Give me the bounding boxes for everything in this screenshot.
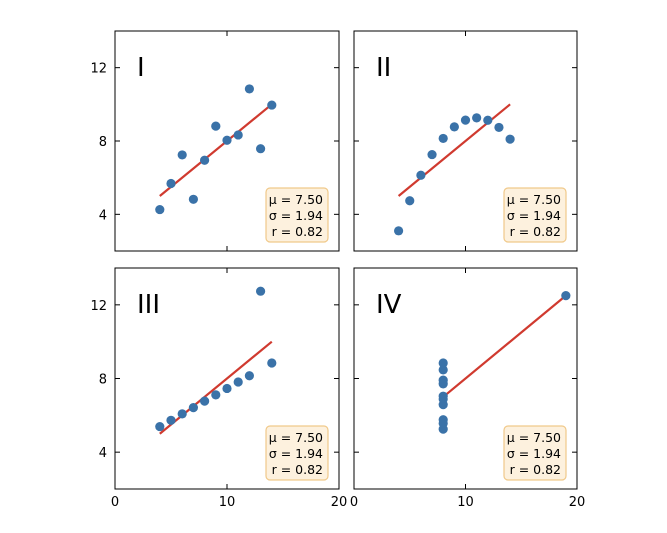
data-point: [483, 115, 493, 125]
data-point: [561, 291, 571, 301]
stats-mean: μ = 7.50: [269, 430, 323, 445]
data-point: [211, 121, 221, 131]
data-point: [438, 418, 448, 429]
data-point: [394, 226, 404, 236]
panel-label: IV: [376, 290, 402, 320]
stats-correlation: r = 0.82: [510, 224, 561, 239]
data-point: [166, 178, 176, 189]
data-point: [438, 365, 448, 375]
data-point: [200, 155, 210, 165]
stats-mean: μ = 7.50: [507, 192, 561, 207]
panel-label: I: [137, 53, 145, 83]
data-point: [222, 135, 232, 145]
x-tick-label: 10: [457, 495, 474, 510]
data-point: [177, 409, 187, 419]
stats-box: μ = 7.50σ = 1.94r = 0.82: [503, 425, 567, 481]
data-point: [494, 122, 504, 133]
data-point: [267, 358, 277, 368]
data-point: [244, 371, 254, 381]
panel-label: III: [137, 290, 160, 320]
x-tick-label: 0: [111, 495, 119, 510]
data-point: [188, 194, 198, 204]
data-point: [256, 144, 266, 154]
stats-box-background: [503, 187, 567, 243]
data-point: [233, 130, 243, 140]
panel-iii: 4 8 12 0 10 20 III μ = 7.50σ = 1.94r = 0.82: [90, 267, 348, 510]
data-point: [267, 100, 277, 110]
x-tick-label: 0: [350, 495, 358, 510]
fit-line: [159, 103, 273, 197]
data-point: [222, 383, 232, 394]
data-point: [155, 421, 165, 432]
data-point: [505, 134, 515, 144]
stats-box-background: [503, 425, 567, 481]
stats-correlation: r = 0.82: [510, 462, 561, 477]
x-tick-label: 20: [331, 495, 348, 510]
fit-line: [442, 294, 567, 398]
y-tick-label: 12: [90, 299, 107, 314]
data-point: [449, 122, 459, 132]
panel-iv: 0 10 20 IV μ = 7.50σ = 1.94r = 0.82: [350, 267, 586, 510]
panel-ii: II μ = 7.50σ = 1.94r = 0.82: [353, 30, 578, 252]
stats-mean: μ = 7.50: [507, 430, 561, 445]
stats-box-background: [265, 425, 329, 481]
data-point: [188, 402, 198, 413]
stats-mean: μ = 7.50: [269, 192, 323, 207]
data-point: [233, 377, 243, 387]
stats-std: σ = 1.94: [269, 446, 323, 461]
stats-std: σ = 1.94: [507, 208, 561, 223]
stats-box: μ = 7.50σ = 1.94r = 0.82: [265, 425, 329, 481]
stats-box: μ = 7.50σ = 1.94r = 0.82: [265, 187, 329, 243]
fit-line: [397, 103, 511, 197]
data-point: [438, 133, 448, 144]
stats-box: μ = 7.50σ = 1.94r = 0.82: [503, 187, 567, 243]
stats-std: σ = 1.94: [507, 446, 561, 461]
data-point: [211, 390, 221, 400]
data-point: [155, 204, 165, 215]
fit-line: [159, 340, 273, 435]
y-tick-label: 4: [99, 208, 107, 223]
x-tick-label: 10: [219, 495, 236, 510]
stats-box-background: [265, 187, 329, 243]
data-point: [177, 150, 187, 160]
y-tick-label: 8: [99, 373, 107, 388]
data-point: [166, 415, 176, 425]
data-point: [460, 115, 471, 125]
data-point: [244, 84, 254, 94]
data-point: [416, 170, 426, 180]
stats-correlation: r = 0.82: [272, 462, 323, 477]
data-point: [405, 196, 415, 206]
panel-label: II: [376, 53, 391, 83]
data-point: [200, 396, 210, 406]
y-tick-label: 8: [99, 135, 107, 150]
y-tick-label: 12: [90, 62, 107, 77]
y-tick-label: 4: [99, 446, 107, 461]
data-point: [438, 358, 448, 368]
data-point: [427, 149, 437, 160]
data-point: [472, 113, 482, 123]
stats-correlation: r = 0.82: [272, 224, 323, 239]
stats-std: σ = 1.94: [269, 208, 323, 223]
panel-i: 4 8 12 Iμ = 7.50σ = 1.94r = 0.82: [90, 30, 340, 252]
data-point: [438, 375, 448, 385]
data-point: [256, 286, 266, 296]
data-point: [438, 394, 448, 404]
x-tick-label: 20: [569, 495, 586, 510]
